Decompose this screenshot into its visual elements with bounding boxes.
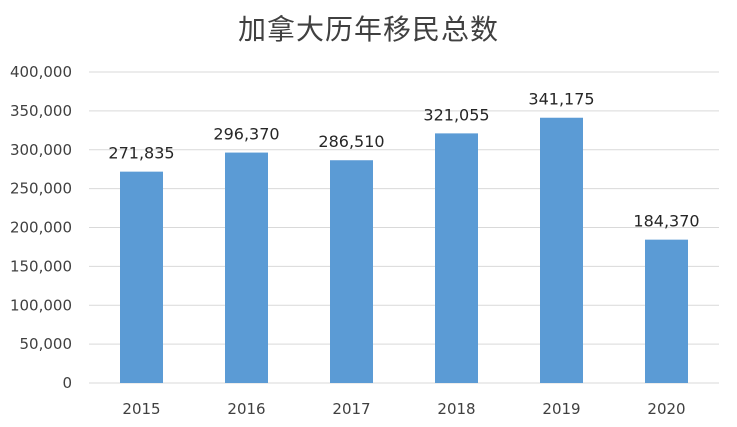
y-tick-label: 50,000 [20, 335, 73, 353]
y-tick-label: 100,000 [10, 296, 72, 314]
data-label: 184,370 [633, 212, 699, 231]
bar [330, 160, 373, 383]
y-tick-label: 200,000 [10, 219, 72, 237]
x-tick-label: 2018 [437, 400, 475, 418]
bar [120, 171, 163, 383]
y-axis: 0 50,000 100,000 150,000 200,000 250,000 300,0… [10, 63, 72, 392]
data-labels: 271,835 296,370 286,510 321,055 341,175 184,3… [108, 90, 699, 231]
bars [120, 117, 688, 383]
data-label: 271,835 [108, 144, 174, 163]
y-tick-label: 250,000 [10, 180, 72, 198]
x-tick-label: 2017 [332, 400, 370, 418]
data-label: 341,175 [528, 90, 594, 109]
x-tick-label: 2019 [542, 400, 580, 418]
bar [225, 152, 268, 383]
bar [435, 133, 478, 383]
bar [540, 117, 583, 383]
x-tick-label: 2015 [122, 400, 160, 418]
data-label: 286,510 [318, 132, 384, 151]
y-tick-label: 150,000 [10, 257, 72, 275]
gridlines [89, 71, 719, 384]
bar [645, 239, 688, 383]
data-label: 296,370 [213, 125, 279, 144]
data-label: 321,055 [423, 105, 489, 124]
y-tick-label: 300,000 [10, 141, 72, 159]
x-tick-label: 2016 [227, 400, 265, 418]
y-tick-label: 350,000 [10, 102, 72, 120]
chart-title: 加拿大历年移民总数 [237, 13, 499, 46]
x-tick-label: 2020 [647, 400, 685, 418]
y-tick-label: 400,000 [10, 63, 72, 81]
x-axis: 2015 2016 2017 2018 2019 2020 [122, 400, 685, 418]
y-tick-label: 0 [62, 374, 72, 392]
